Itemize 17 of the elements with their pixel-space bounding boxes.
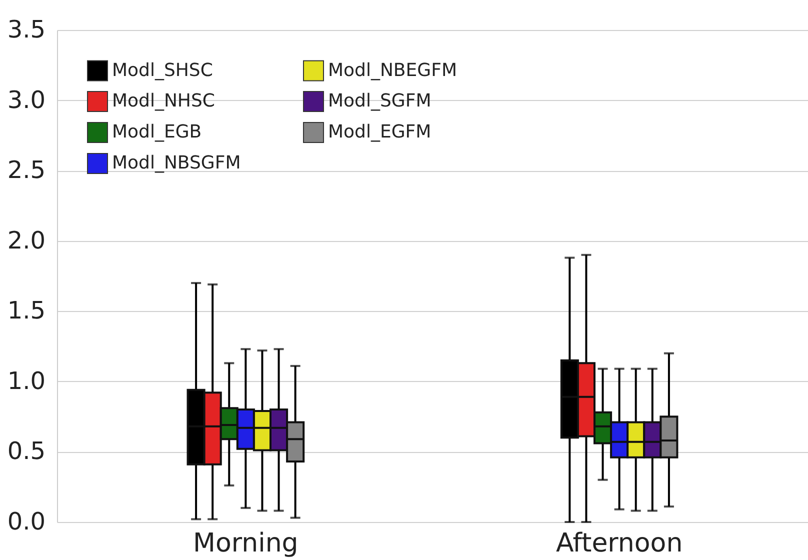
y-tick-label: 2.0 [7, 226, 46, 254]
y-tick-label: 1.0 [7, 366, 46, 395]
y-tick-label: 0.5 [7, 437, 46, 466]
legend-label: Modl_SGFM [328, 90, 432, 112]
legend-label: Modl_EGB [112, 122, 202, 142]
x-tick-label: Afternoon [556, 528, 683, 558]
y-tick-label: 1.5 [7, 296, 46, 325]
legend-label: Modl_NBEGFM [328, 60, 457, 81]
y-tick-label: 2.5 [7, 156, 46, 184]
legend-label: Modl_EGFM [328, 122, 432, 142]
y-tick-label: 3.0 [7, 86, 46, 114]
y-tick-label: 3.5 [7, 16, 46, 44]
legend-label: Modl_SHSC [112, 60, 213, 81]
legend-label: Modl_NBSGFM [112, 152, 241, 174]
y-tick-label: 0.0 [7, 508, 46, 536]
legend-label: Modl_NHSC [112, 90, 215, 112]
x-tick-label: Morning [193, 528, 298, 558]
